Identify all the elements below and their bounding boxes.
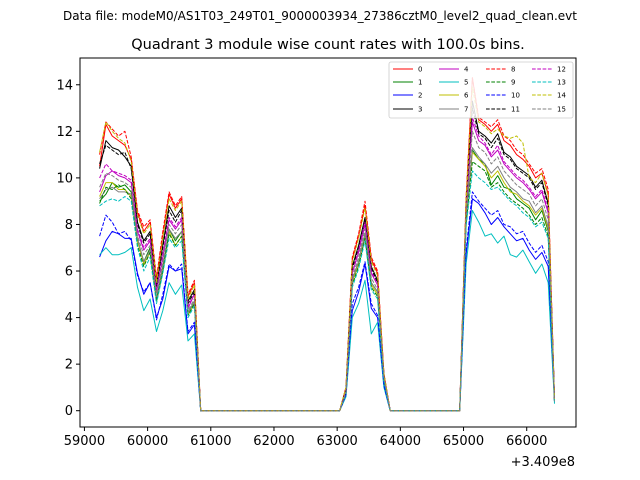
series-line-5 (99, 210, 555, 412)
series-line-9 (99, 161, 555, 412)
legend-label-3: 3 (418, 106, 422, 114)
x-axis: 59000 60000 61000 62000 63000 64000 65000 66000 (64, 427, 547, 449)
legend-label-4: 4 (464, 66, 469, 74)
x-tick-label: 61000 (190, 434, 231, 449)
y-tick-label: 6 (65, 265, 73, 280)
series-group (99, 77, 555, 412)
y-axis: 0 2 4 6 8 10 12 14 (56, 78, 80, 419)
legend-label-11: 11 (511, 106, 520, 114)
legend-label-7: 7 (464, 106, 468, 114)
series-line-8 (99, 77, 555, 412)
y-tick-label: 2 (65, 358, 73, 373)
series-line-15 (99, 130, 555, 412)
x-tick-label: 64000 (380, 434, 421, 449)
series-line-13 (99, 170, 555, 412)
axes-frame (79, 57, 577, 428)
x-tick-label: 60000 (127, 434, 168, 449)
legend-label-12: 12 (557, 66, 566, 74)
y-tick-label: 8 (65, 218, 73, 233)
series-line-4 (99, 121, 555, 412)
x-tick-label: 62000 (253, 434, 294, 449)
x-tick-label: 63000 (316, 434, 357, 449)
chart-title: Quadrant 3 module wise count rates with … (131, 37, 525, 53)
x-tick-label: 65000 (443, 434, 484, 449)
x-offset-label: +3.409e8 (511, 455, 575, 470)
legend-label-8: 8 (511, 66, 515, 74)
y-tick-label: 14 (56, 78, 73, 93)
legend-label-14: 14 (557, 92, 566, 100)
x-tick-label: 59000 (64, 434, 105, 449)
legend-label-6: 6 (464, 92, 469, 100)
legend-label-15: 15 (557, 106, 566, 114)
legend-frame (388, 61, 574, 119)
file-label: Data file: modeM0/AS1T03_249T01_90000039… (63, 9, 577, 23)
series-line-2 (99, 198, 555, 412)
legend-label-2: 2 (418, 92, 422, 100)
y-tick-label: 12 (56, 125, 73, 140)
series-line-10 (99, 191, 555, 412)
x-tick-label: 66000 (506, 434, 547, 449)
legend-label-9: 9 (511, 79, 515, 87)
legend-label-1: 1 (418, 79, 422, 87)
legend-label-0: 0 (418, 66, 422, 74)
series-line-11 (99, 107, 555, 412)
series-line-7 (99, 147, 555, 412)
legend-label-5: 5 (464, 79, 468, 87)
series-line-3 (99, 100, 555, 412)
legend-label-13: 13 (557, 79, 566, 87)
y-tick-label: 10 (56, 171, 73, 186)
y-tick-label: 4 (65, 311, 73, 326)
series-line-6 (99, 151, 555, 412)
y-tick-label: 0 (65, 404, 73, 419)
legend-label-10: 10 (511, 92, 520, 100)
series-line-14 (99, 86, 555, 412)
